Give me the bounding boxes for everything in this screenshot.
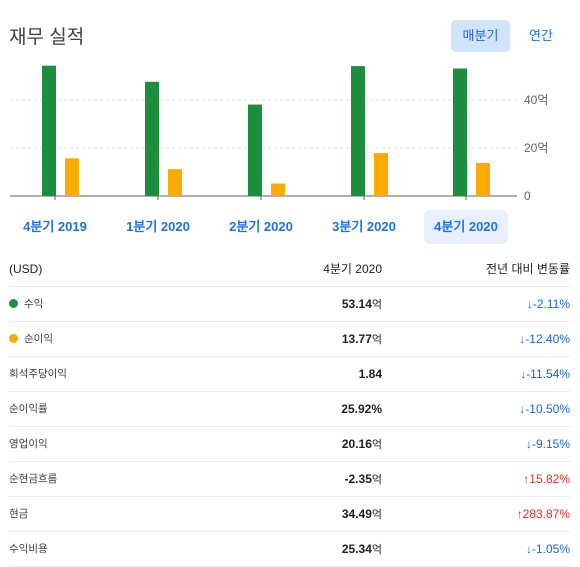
financials-table: (USD) 4분기 2020 전년 대비 변동률 수익 53.14억 ↓-2.11%… xyxy=(9,252,570,567)
y-tick-label: 40억 xyxy=(524,93,548,107)
row-change: ↓-11.54% xyxy=(520,367,570,381)
y-tick-label: 20억 xyxy=(524,141,548,155)
row-change: ↓-10.50% xyxy=(519,402,570,416)
revenue-bar xyxy=(145,81,159,196)
revenue-bar xyxy=(453,68,467,196)
row-value: 34.49억 xyxy=(341,507,382,521)
row-label: 희석주당이익 xyxy=(9,368,67,380)
header-period: 4분기 2020 xyxy=(323,262,382,276)
net-income-bar xyxy=(168,169,182,196)
table-row: 수익비용 25.34억 ↓-1.05% xyxy=(9,532,570,567)
row-change: ↓-2.11% xyxy=(526,297,570,311)
table-row: 순현금흐름 -2.35억 ↑15.82% xyxy=(9,462,570,497)
table-row: 수익 53.14억 ↓-2.11% xyxy=(9,287,570,322)
row-value: 20.16억 xyxy=(341,437,382,451)
table-row: 현금 34.49억 ↑283.87% xyxy=(9,497,570,532)
net-income-bar xyxy=(65,158,79,196)
revenue-bar xyxy=(248,104,262,196)
row-value: 25.34억 xyxy=(341,542,382,556)
row-label: 수익비용 xyxy=(9,543,48,555)
net-income-bar xyxy=(271,183,285,196)
net-income-bar xyxy=(476,162,490,196)
row-change: ↑15.82% xyxy=(523,472,570,486)
financials-header: 재무 실적 매분기 연간 xyxy=(0,0,580,60)
section-title: 재무 실적 xyxy=(9,27,85,48)
row-change: ↓-12.40% xyxy=(519,332,570,346)
quarter-tabs: 4분기 2019 1분기 2020 2분기 2020 3분기 2020 4분기 2020 xyxy=(0,210,580,248)
row-value: -2.35억 xyxy=(344,472,382,486)
table-row: 희석주당이익 1.84 ↓-11.54% xyxy=(9,357,570,392)
toggle-quarterly-button[interactable]: 매분기 xyxy=(451,20,510,52)
quarter-tab[interactable]: 2분기 2020 xyxy=(229,219,293,234)
table-header-row: (USD) 4분기 2020 전년 대비 변동률 xyxy=(9,252,570,287)
row-change: ↑283.87% xyxy=(516,507,570,521)
row-change: ↓-9.15% xyxy=(525,437,570,451)
table-row: 영업이익 20.16억 ↓-9.15% xyxy=(9,427,570,462)
row-label: 순이익률 xyxy=(9,403,48,415)
y-tick-label: 0 xyxy=(524,189,531,203)
net-income-bar xyxy=(374,153,388,196)
row-label: 현금 xyxy=(9,508,29,520)
row-label: 순이익 xyxy=(9,322,53,356)
table-row: 순이익률 25.92% ↓-10.50% xyxy=(9,392,570,427)
row-value: 25.92% xyxy=(341,402,382,416)
row-value: 13.77억 xyxy=(341,332,382,346)
row-label: 순현금흐름 xyxy=(9,473,58,485)
financials-bar-chart: 0 20억 40억 xyxy=(10,65,548,203)
toggle-annual-button[interactable]: 연간 xyxy=(529,28,553,43)
row-label: 수익 xyxy=(9,287,43,321)
header-change: 전년 대비 변동률 xyxy=(486,262,570,276)
quarter-tab[interactable]: 4분기 2020 xyxy=(424,210,508,244)
legend-dot-icon xyxy=(9,299,18,308)
row-value: 1.84 xyxy=(358,367,382,381)
row-value: 53.14억 xyxy=(341,297,382,311)
legend-dot-icon xyxy=(9,334,18,343)
row-change: ↓-1.05% xyxy=(525,542,570,556)
revenue-bar xyxy=(351,66,365,196)
row-label: 영업이익 xyxy=(9,438,48,450)
table-row: 순이익 13.77억 ↓-12.40% xyxy=(9,322,570,357)
revenue-bar xyxy=(42,65,56,197)
header-currency: (USD) xyxy=(9,262,43,276)
quarter-tab[interactable]: 1분기 2020 xyxy=(126,219,190,234)
quarter-tab[interactable]: 3분기 2020 xyxy=(332,219,396,234)
quarter-tab[interactable]: 4분기 2019 xyxy=(23,219,87,234)
